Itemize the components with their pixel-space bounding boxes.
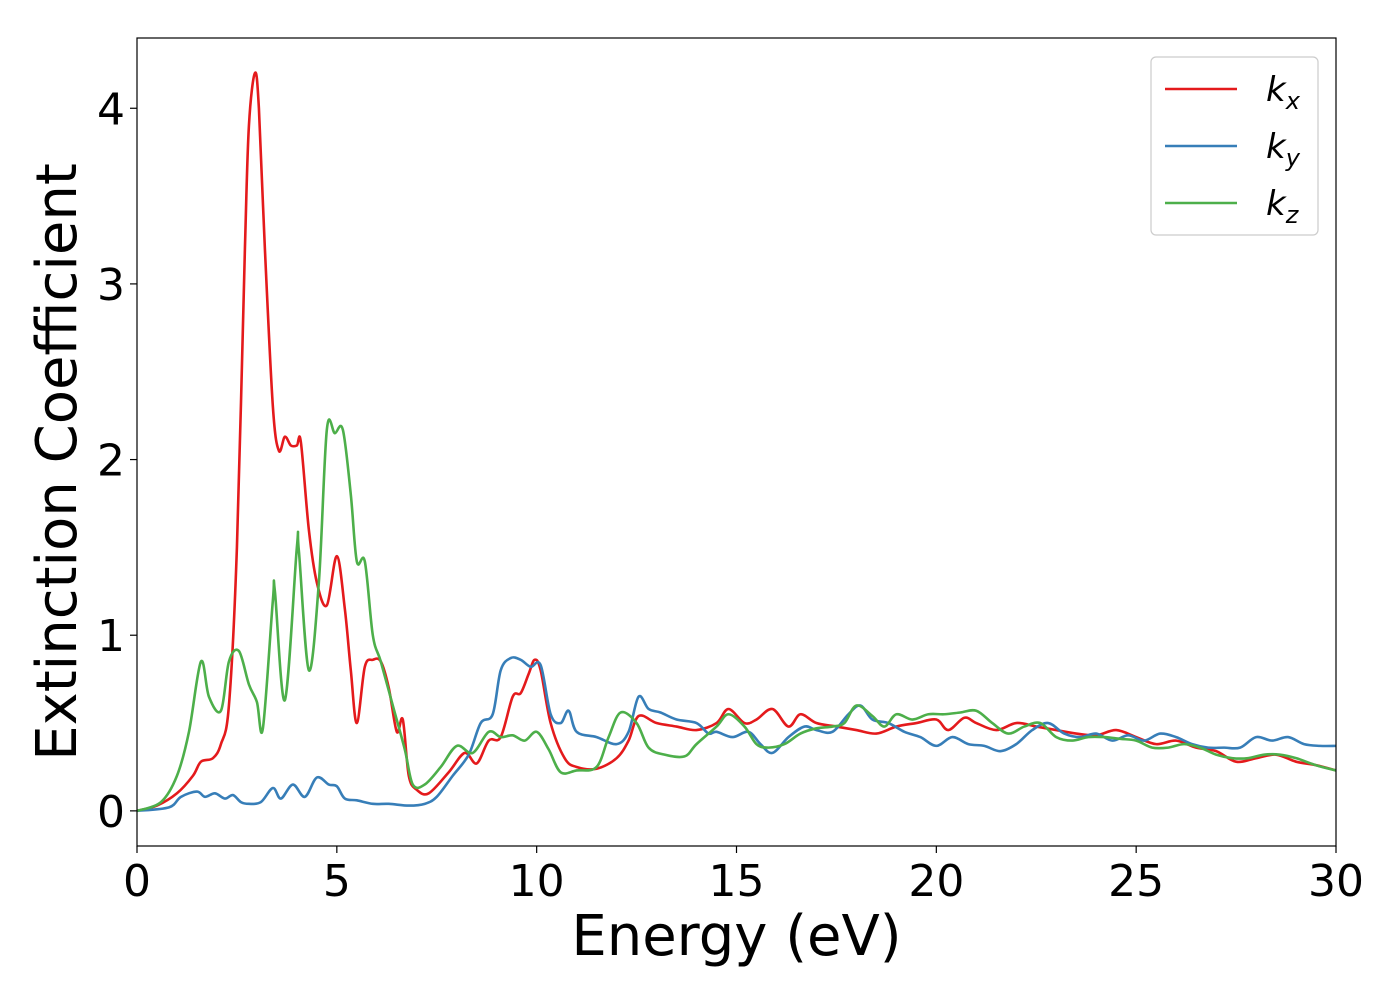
- series-line-kx: [137, 71, 1336, 813]
- tick-layer: 0 5 10 15 20 25 30 0 1 2 3 4: [97, 84, 1364, 907]
- x-tick-label: 0: [123, 856, 151, 907]
- x-tick-label: 20: [908, 856, 964, 907]
- legend-label-kx: kx: [1266, 70, 1301, 115]
- legend: kx ky kz: [1150, 56, 1319, 236]
- x-tick-label: 5: [323, 856, 351, 907]
- y-tick-label: 3: [97, 260, 125, 311]
- series-line-kz: [137, 418, 1336, 813]
- x-tick-label: 15: [709, 856, 765, 907]
- y-axis-title: Extinction Coefficient: [25, 163, 90, 761]
- x-tick-label: 10: [509, 856, 565, 907]
- y-tick-label: 1: [97, 611, 125, 662]
- x-tick-label: 30: [1308, 856, 1364, 907]
- series-layer: [137, 71, 1336, 813]
- x-axis-title: Energy (eV): [571, 904, 901, 969]
- legend-label-ky: ky: [1266, 127, 1301, 172]
- y-tick-label: 4: [97, 84, 125, 135]
- y-tick-label: 2: [97, 436, 125, 487]
- x-tick-label: 25: [1108, 856, 1164, 907]
- legend-label-kz: kz: [1266, 184, 1300, 229]
- y-tick-label: 0: [97, 787, 125, 838]
